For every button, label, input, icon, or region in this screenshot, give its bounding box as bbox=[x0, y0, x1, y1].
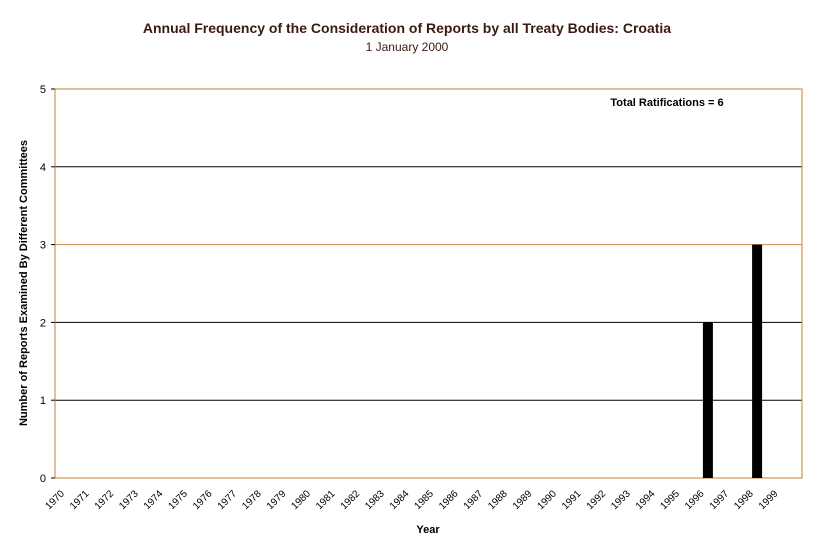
y-tick-label: 2 bbox=[40, 317, 46, 329]
x-tick-label: 1972 bbox=[93, 488, 117, 512]
x-tick-label: 1992 bbox=[585, 488, 609, 512]
x-tick-label: 1999 bbox=[757, 488, 781, 512]
bar-1996 bbox=[702, 322, 713, 478]
x-tick-label: 1996 bbox=[683, 488, 707, 512]
x-tick-labels: 1970 1971 1972 1973 1974 1975 1976 1977 1978 1979… bbox=[43, 488, 780, 512]
total-ratifications-annotation: Total Ratifications = 6 bbox=[610, 97, 723, 109]
x-tick-label: 1998 bbox=[732, 488, 756, 512]
x-tick-label: 1973 bbox=[117, 488, 141, 512]
chart-subtitle: 1 January 2000 bbox=[366, 40, 449, 54]
x-tick-label: 1985 bbox=[412, 488, 436, 512]
y-axis-label: Number of Reports Examined By Different … bbox=[18, 140, 30, 426]
x-tick-label: 1983 bbox=[363, 488, 387, 512]
chart-title: Annual Frequency of the Consideration of… bbox=[143, 20, 671, 36]
x-tick-label: 1988 bbox=[486, 488, 510, 512]
x-tick-label: 1984 bbox=[388, 488, 412, 512]
y-tick-label: 0 bbox=[40, 473, 46, 485]
x-tick-label: 1990 bbox=[535, 488, 559, 512]
x-tick-label: 1994 bbox=[634, 488, 658, 512]
bar-1998 bbox=[752, 244, 763, 478]
x-tick-label: 1982 bbox=[339, 488, 363, 512]
x-tick-label: 1977 bbox=[216, 488, 240, 512]
x-tick-label: 1995 bbox=[658, 488, 682, 512]
x-tick-label: 1971 bbox=[68, 488, 92, 512]
y-tick-labels: 0 1 2 3 4 5 bbox=[40, 84, 55, 485]
x-tick-label: 1993 bbox=[609, 488, 633, 512]
x-tick-label: 1980 bbox=[289, 488, 313, 512]
y-tick-label: 3 bbox=[40, 240, 46, 252]
y-tick-label: 4 bbox=[40, 162, 46, 174]
x-tick-label: 1989 bbox=[511, 488, 535, 512]
y-tick-label: 5 bbox=[40, 84, 46, 96]
x-tick-label: 1979 bbox=[265, 488, 289, 512]
x-tick-label: 1978 bbox=[240, 488, 264, 512]
x-tick-label: 1970 bbox=[43, 488, 67, 512]
x-tick-label: 1991 bbox=[560, 488, 584, 512]
x-tick-label: 1975 bbox=[166, 488, 190, 512]
x-tick-label: 1987 bbox=[462, 488, 486, 512]
x-tick-label: 1997 bbox=[708, 488, 732, 512]
x-axis-label: Year bbox=[416, 524, 440, 536]
x-tick-label: 1986 bbox=[437, 488, 461, 512]
bars bbox=[702, 244, 763, 478]
y-tick-label: 1 bbox=[40, 395, 46, 407]
gridlines bbox=[55, 166, 802, 401]
x-tick-label: 1974 bbox=[142, 488, 166, 512]
x-tick-label: 1981 bbox=[314, 488, 338, 512]
x-tick-label: 1976 bbox=[191, 488, 215, 512]
plot-frame bbox=[54, 88, 803, 479]
